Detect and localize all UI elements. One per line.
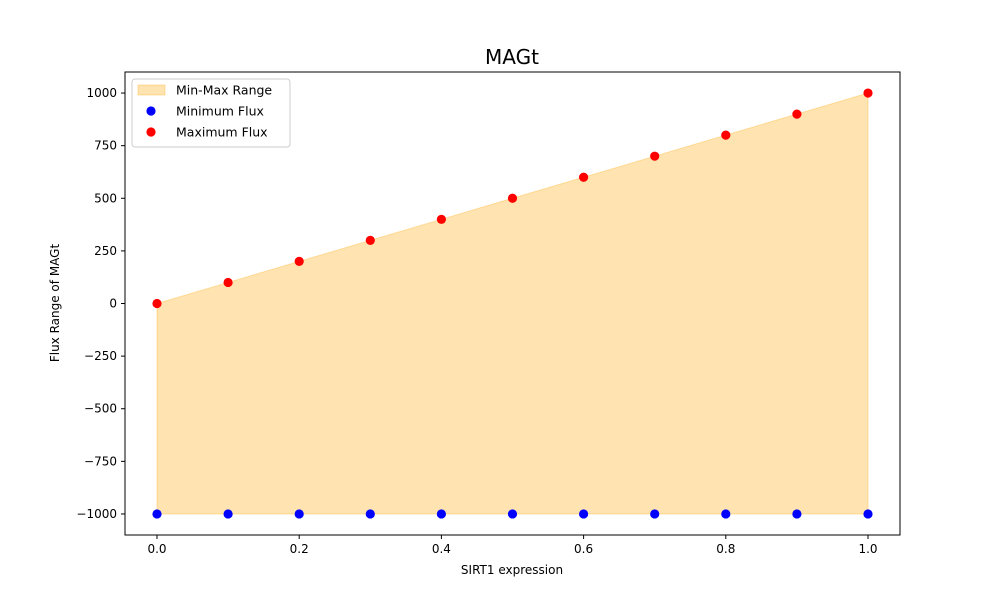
maximum-flux-point <box>223 277 233 288</box>
chart-title: MAGt <box>485 45 539 69</box>
x-tick-label: 0.2 <box>290 542 309 556</box>
minimum-flux-point <box>863 509 873 519</box>
maximum-flux-point <box>436 214 446 224</box>
minimum-flux-point <box>507 509 518 519</box>
legend-label: Maximum Flux <box>176 125 268 140</box>
maximum-flux-point <box>650 151 660 161</box>
minimum-flux-point <box>721 509 731 519</box>
minimum-flux-point <box>650 509 660 519</box>
minimum-flux-point <box>152 509 162 519</box>
y-tick-label: 1000 <box>86 86 117 100</box>
y-tick-label: 250 <box>94 244 117 258</box>
maximum-flux-point <box>365 235 375 245</box>
y-tick-label: 500 <box>94 191 117 205</box>
minimum-flux-point <box>579 509 589 519</box>
minimum-flux-point <box>294 509 304 519</box>
legend-swatch-range <box>137 84 166 96</box>
y-axis-title: Flux Range of MAGt <box>48 244 62 363</box>
maximum-flux-point <box>721 130 731 140</box>
maximum-flux-point <box>507 193 518 203</box>
y-axis: 1000 750 500 250 0 −250 −500 −750 −1000 <box>76 86 125 521</box>
x-axis: 0.0 0.2 0.4 0.6 0.8 1.0 <box>147 535 878 556</box>
maximum-flux-point <box>152 298 162 309</box>
min-max-range-area <box>156 92 869 515</box>
legend: Min-Max Range Minimum Flux Maximum Flux <box>131 78 291 148</box>
legend-marker <box>146 127 156 137</box>
legend-label: Minimum Flux <box>176 104 264 119</box>
y-tick-label: 750 <box>94 139 117 153</box>
maximum-flux-point <box>579 172 589 182</box>
y-tick-label: −750 <box>84 454 117 468</box>
plot-area-fill <box>156 92 869 515</box>
x-tick-label: 0.0 <box>147 542 166 556</box>
minimum-flux-point <box>365 509 375 519</box>
y-tick-label: 0 <box>109 297 117 311</box>
minimum-flux-point <box>223 509 233 519</box>
minimum-flux-point <box>792 509 802 519</box>
maximum-flux-point <box>792 109 802 119</box>
x-tick-label: 0.6 <box>574 542 593 556</box>
x-tick-label: 0.8 <box>716 542 735 556</box>
series-layer <box>152 88 873 519</box>
legend-label: Min-Max Range <box>176 83 272 98</box>
minimum-flux-point <box>436 509 446 519</box>
y-tick-label: −250 <box>84 349 117 363</box>
x-tick-label: 1.0 <box>858 542 877 556</box>
x-tick-label: 0.4 <box>432 542 451 556</box>
y-tick-label: −500 <box>84 402 117 416</box>
y-tick-label: −1000 <box>76 507 117 521</box>
legend-marker <box>146 106 156 116</box>
maximum-flux-point <box>294 256 304 267</box>
legend-box <box>131 78 291 148</box>
maximum-flux-point <box>863 88 873 98</box>
x-axis-title: SIRT1 expression <box>461 563 563 577</box>
